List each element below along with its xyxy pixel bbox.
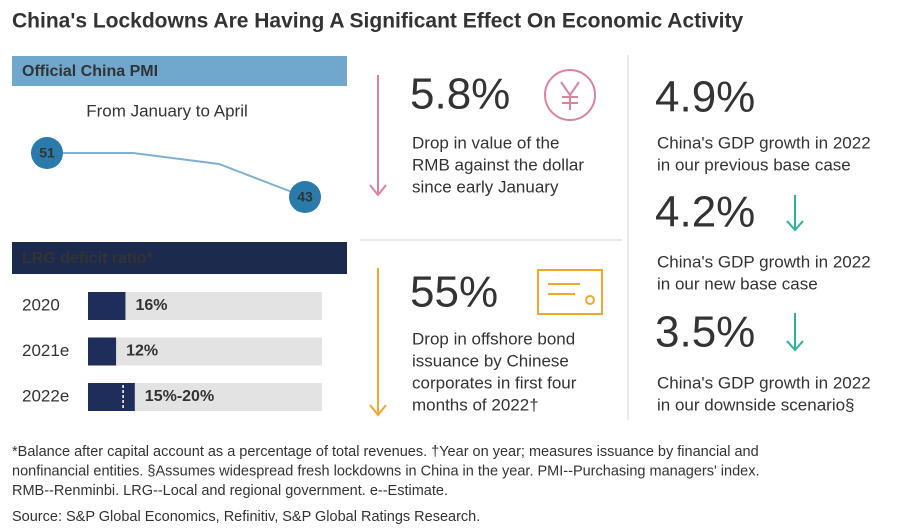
stat-description: RMB against the dollar: [412, 155, 584, 174]
down-arrow: [369, 75, 387, 197]
panel-title: LRG deficit ratio*: [22, 250, 153, 267]
category-label: 2020: [22, 295, 60, 314]
stat-description: in our downside scenario§: [657, 395, 855, 414]
yen-icon: [544, 69, 596, 121]
panel-subtitle: From January to April: [86, 101, 248, 120]
footnote: nonfinancial entities. §Assumes widespre…: [12, 463, 760, 479]
panel-header: [12, 56, 347, 86]
footnote: *Balance after capital account as a perc…: [12, 444, 759, 460]
down-arrow: [369, 268, 387, 417]
bond-icon: [537, 269, 603, 315]
stat-description: Drop in offshore bond: [412, 329, 575, 348]
value-label: 15%-20%: [145, 388, 214, 405]
stat-value: 4.2%: [655, 188, 755, 237]
bar-track: [88, 337, 322, 366]
category-label: 2021e: [22, 341, 69, 360]
stat-description: since early January: [412, 177, 559, 196]
category-label: 2022e: [22, 386, 69, 405]
stat-description: Drop in value of the: [412, 133, 559, 152]
stat-description: in our previous base case: [657, 155, 851, 174]
bar-track: [88, 292, 322, 320]
pmi-line: [47, 152, 306, 198]
value-label: 16%: [135, 297, 167, 314]
stat-value: 4.9%: [655, 73, 755, 122]
down-arrow: [786, 195, 804, 352]
stat-description: China's GDP growth in 2022: [657, 252, 871, 271]
value-label: 12%: [126, 343, 158, 360]
title: China's Lockdowns Are Having A Significa…: [12, 10, 743, 33]
stat-description: China's GDP growth in 2022: [657, 133, 871, 152]
stat-description: China's GDP growth in 2022: [657, 373, 871, 392]
point-marker: [289, 181, 321, 213]
panel-title: Official China PMI: [22, 63, 158, 80]
stat-description: in our new base case: [657, 274, 818, 293]
panel-header: [12, 242, 347, 274]
source: Source: S&P Global Economics, Refinitiv,…: [12, 509, 480, 525]
bar: [88, 337, 117, 366]
footnote: RMB--Renminbi. LRG--Local and regional g…: [12, 483, 448, 499]
stat-description: corporates in first four: [412, 373, 577, 392]
stat-description: issuance by Chinese: [412, 351, 569, 370]
point-marker: [31, 137, 63, 169]
stat-value: 3.5%: [655, 308, 755, 357]
stat-value: 55%: [410, 268, 498, 317]
point-label: 43: [297, 189, 313, 205]
stat-description: months of 2022†: [412, 395, 539, 414]
bar: [88, 292, 126, 320]
bar: [88, 383, 135, 411]
point-label: 51: [39, 145, 55, 161]
stat-value: 5.8%: [410, 70, 510, 119]
